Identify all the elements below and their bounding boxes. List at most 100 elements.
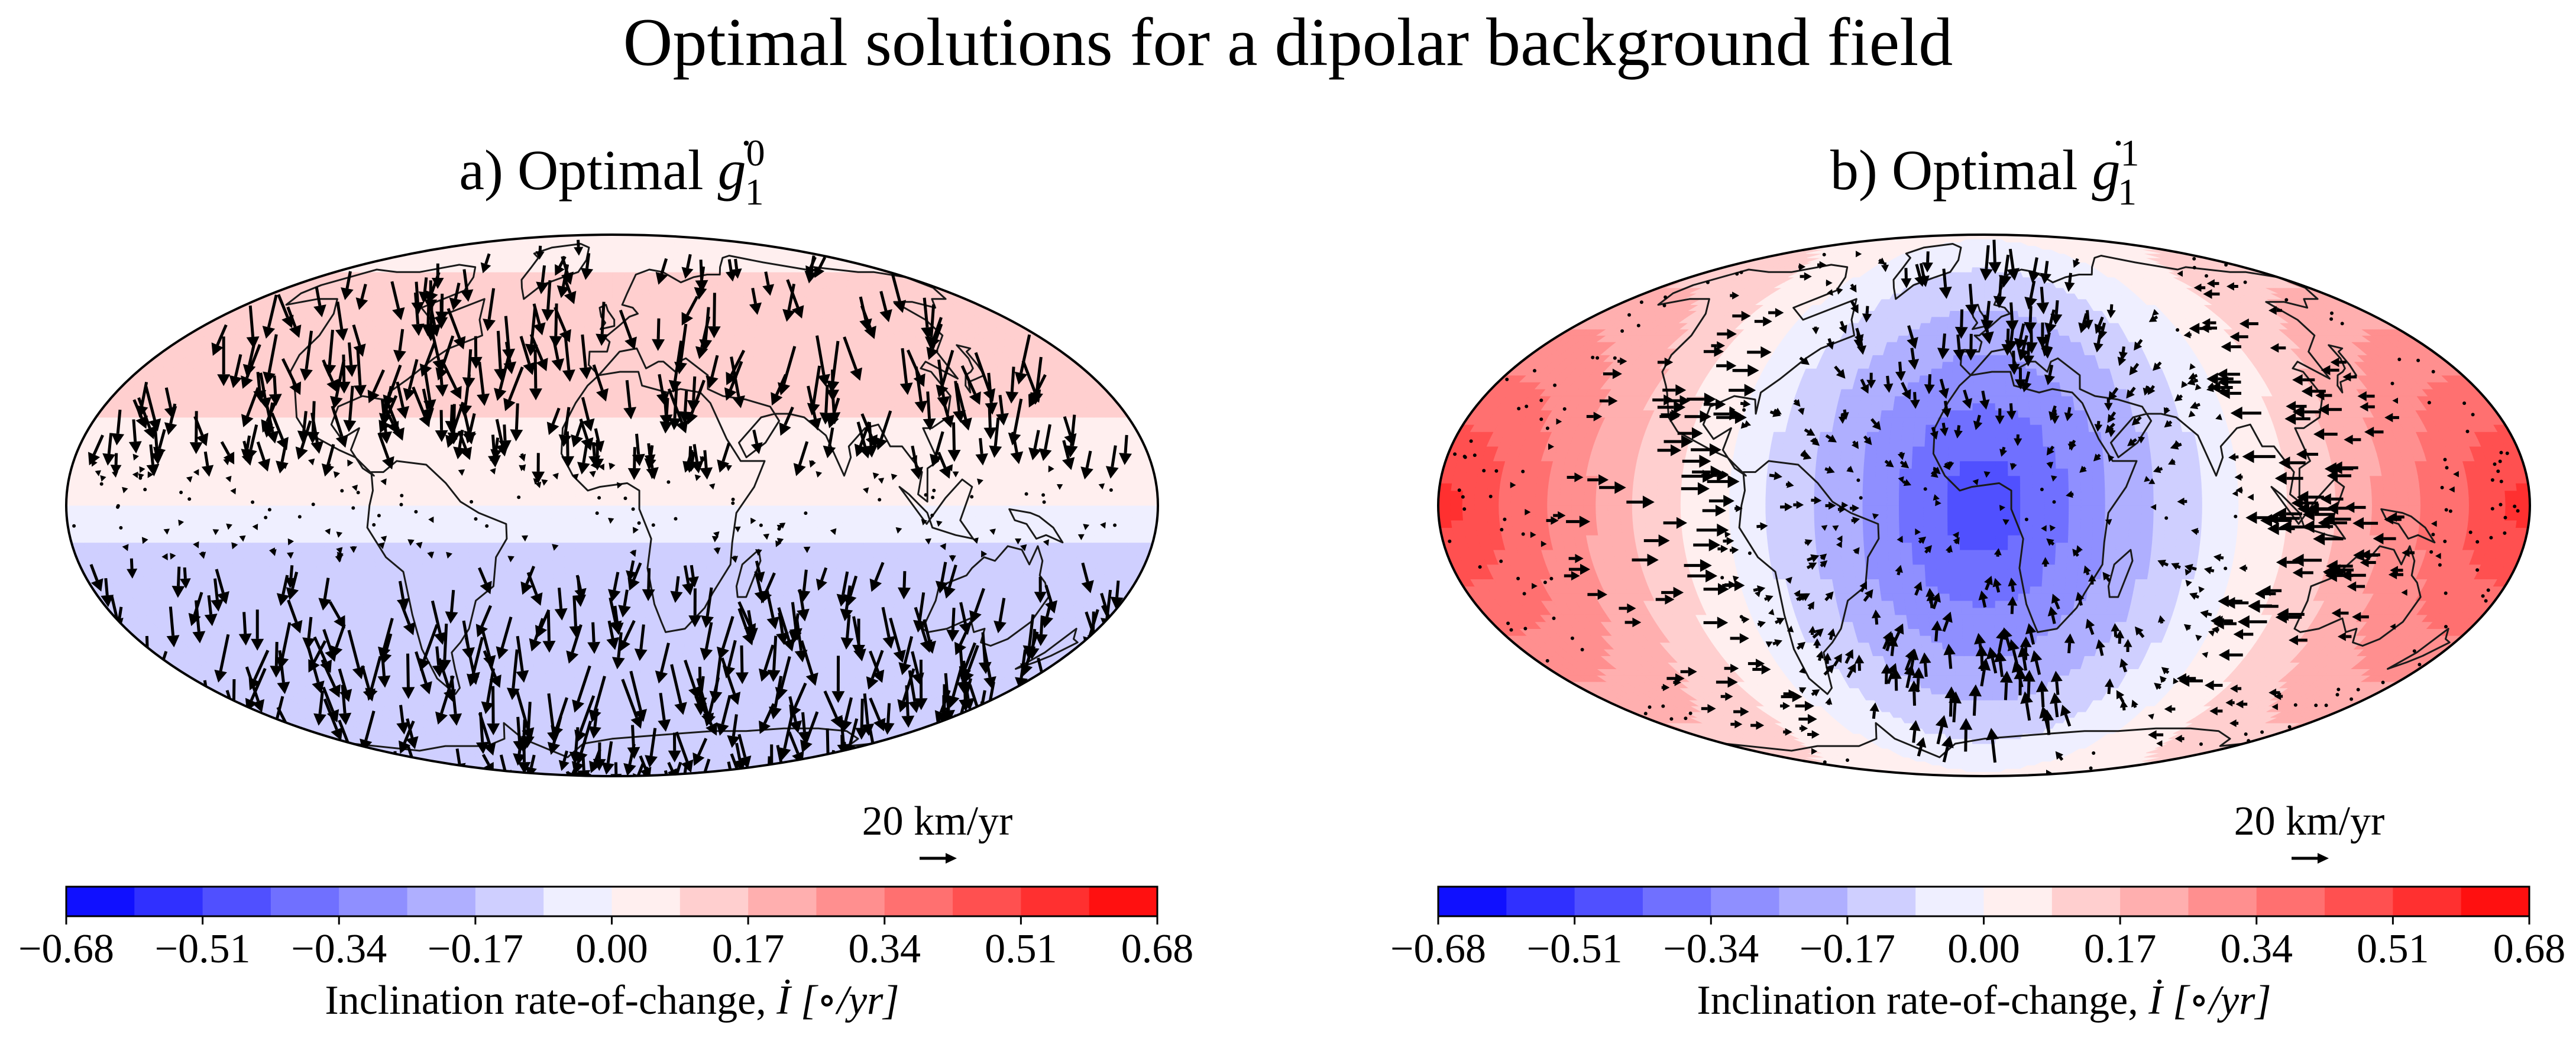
panel-a-field-cell [551, 520, 564, 528]
panel-a-field-cell [131, 460, 146, 469]
panel-a-field-cell [272, 505, 285, 513]
panel-a-field-cell [454, 475, 468, 484]
panel-a-field-cell [1020, 468, 1035, 476]
panel-a-field-cell [982, 542, 997, 550]
panel-a-field-cell [1020, 534, 1035, 543]
panel-a-field-cell [919, 557, 934, 565]
panel-a-field-cell [107, 542, 122, 550]
panel-a-field-cell [999, 490, 1013, 498]
panel-a-field-cell [239, 542, 254, 550]
panel-a-field-cell [552, 446, 565, 454]
panel-a-field-cell [694, 439, 707, 447]
panel-a-field-cell [671, 453, 684, 462]
panel-a-field-cell [522, 607, 535, 615]
panel-a-field-cell [466, 483, 480, 491]
panel-a-field-cell [360, 549, 374, 557]
panel-a-field-cell [950, 490, 965, 498]
panel-a-field-cell [95, 542, 110, 550]
panel-a-field-cell [116, 527, 130, 536]
panel-a-field-cell [526, 498, 540, 506]
panel-a-field-cell [1082, 527, 1096, 536]
panel-a-field-cell [90, 520, 105, 528]
panel-a-field-cell [659, 460, 673, 469]
panel-a-field-cell [556, 681, 568, 689]
panel-a-field-cell [611, 722, 620, 729]
panel-a-field-cell [996, 534, 1011, 543]
panel-a-field-cell [765, 564, 778, 572]
panel-a-field-cell [611, 446, 624, 454]
panel-a-field-cell [584, 681, 595, 689]
panel-a-field-cell [361, 446, 376, 454]
panel-a-field-cell [490, 490, 504, 498]
panel-a-field-cell [984, 534, 998, 543]
panel-a-field-cell [659, 453, 672, 462]
panel-a-field-cell [600, 534, 613, 543]
panel-a-field-cell [890, 490, 904, 498]
panel-a-field-cell [391, 586, 406, 594]
panel-a-field-cell [894, 439, 908, 447]
panel-a-field-cell [805, 490, 819, 498]
panel-a-field-cell [272, 498, 285, 506]
panel-a-field-cell [1057, 475, 1072, 484]
panel-a-field-cell [789, 446, 803, 454]
panel-a-field-cell [611, 505, 624, 513]
panel-a-field-cell [563, 527, 577, 536]
panel-a-field-cell [357, 483, 371, 491]
panel-a-field-cell [237, 527, 251, 536]
panel-a-field-cell [963, 512, 976, 521]
panel-a-field-cell [947, 542, 961, 550]
panel-a-field-cell [418, 483, 431, 491]
panel-a-field-cell [988, 498, 1001, 506]
panel-a-field-cell [456, 614, 470, 622]
panel-a-field-cell [324, 549, 339, 557]
panel-a-field-cell [772, 586, 787, 594]
panel-a-field-cell [381, 505, 394, 513]
panel-a-field-cell [972, 468, 986, 476]
panel-a-field-cell [720, 483, 734, 491]
panel-a-field-cell [381, 483, 395, 491]
panel-a-field-cell [321, 520, 335, 528]
panel-a-field-cell [152, 475, 167, 484]
panel-a-field-cell [563, 483, 577, 491]
panel-a-field-cell [684, 527, 697, 536]
panel-a-field-cell [862, 549, 876, 557]
panel-a-field-cell [746, 600, 760, 608]
panel-a-field-cell [369, 520, 383, 528]
panel-a-field-cell [297, 475, 311, 484]
panel-a-field-cell [817, 475, 830, 484]
panel-a-field-cell [785, 579, 800, 587]
panel-a-field-cell [163, 483, 177, 491]
panel-a-field-cell [226, 468, 240, 476]
panel-a-field-cell [446, 564, 459, 572]
panel-a-field-cell [611, 549, 624, 557]
panel-a-field-cell [793, 490, 807, 498]
panel-a-field-cell [660, 520, 673, 528]
panel-a-field-cell [805, 483, 818, 491]
panel-a-field-cell [343, 579, 358, 587]
panel-a-field-cell [778, 453, 792, 462]
panel-a-field-cell [805, 520, 818, 528]
panel-a-field-cell [743, 460, 757, 469]
panel-a-field-cell [503, 490, 516, 498]
panel-a-field-cell [551, 483, 564, 491]
panel-a-field-cell [260, 498, 273, 506]
panel-a-field-cell [551, 490, 564, 498]
panel-a-field-cell [235, 490, 250, 498]
panel-a-field-cell [215, 542, 229, 550]
panel-a-field-cell [260, 520, 274, 528]
panel-a-field-cell [600, 571, 613, 579]
panel-a-field-cell [434, 564, 448, 572]
panel-a-field-cell [725, 593, 739, 601]
panel-a-field-cell [415, 586, 429, 594]
panel-a-field-cell [552, 549, 565, 557]
panel-a-field-cell [321, 512, 334, 521]
panel-a-field-cell [684, 534, 697, 543]
panel-a-field-cell [847, 564, 861, 572]
panel-a-field-cell [1114, 542, 1130, 550]
panel-a-field-cell [853, 520, 867, 528]
panel-a-field-cell [539, 483, 552, 491]
panel-a-field-cell [817, 527, 830, 536]
panel-a-field-cell [175, 512, 189, 521]
panel-a-field-cell [815, 542, 829, 550]
panel-a-field-cell [671, 446, 684, 454]
